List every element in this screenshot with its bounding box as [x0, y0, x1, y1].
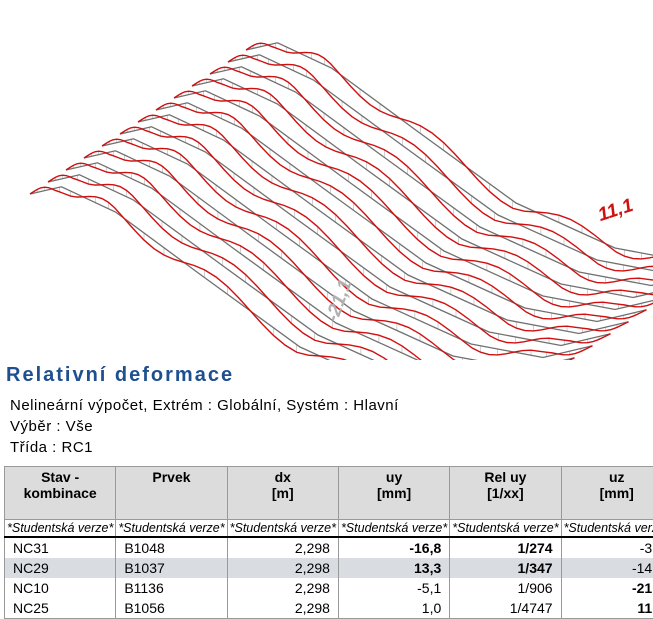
table-header-cell: Rel uy[1/xx]	[450, 467, 561, 520]
table-cell: -14,1	[561, 558, 653, 578]
table-header-cell: uy[mm]	[338, 467, 449, 520]
meta-line: Nelineární výpočet, Extrém : Globální, S…	[10, 395, 645, 416]
table-cell: NC10	[5, 578, 116, 598]
table-cell: B1136	[116, 578, 227, 598]
table-cell: 11,1	[561, 598, 653, 619]
deformation-diagram: 11,1-21,1	[0, 0, 653, 360]
watermark-cell: *Studentská verze*	[450, 520, 561, 538]
table-cell: 1/906	[450, 578, 561, 598]
table-row: NC10B11362,298-5,11/906-21,11/218	[5, 578, 653, 598]
table-row: NC31B10482,298-16,81/274-3,71/1244	[5, 537, 653, 558]
table-cell: 2,298	[227, 558, 338, 578]
table-cell: B1056	[116, 598, 227, 619]
table-cell: NC29	[5, 558, 116, 578]
table-row: NC29B10372,29813,31/347-14,11/326	[5, 558, 653, 578]
watermark-row: *Studentská verze**Studentská verze**Stu…	[5, 520, 653, 538]
table-cell: B1048	[116, 537, 227, 558]
table-cell: 2,298	[227, 598, 338, 619]
table-row: NC25B10562,2981,01/474711,11/415	[5, 598, 653, 619]
table-cell: -3,7	[561, 537, 653, 558]
watermark-cell: *Studentská verze*	[561, 520, 653, 538]
table-header-cell: Prvek	[116, 467, 227, 520]
table-header-cell: Stav - kombinace	[5, 467, 116, 520]
table-header-cell: dx[m]	[227, 467, 338, 520]
table-cell: 1,0	[338, 598, 449, 619]
section-heading: Relativní deformace	[0, 360, 653, 393]
results-table: Stav - kombinace Prvek dx[m]uy[mm]Rel uy…	[4, 466, 653, 619]
table-header-cell: uz[mm]	[561, 467, 653, 520]
table-cell: 1/347	[450, 558, 561, 578]
table-cell: NC31	[5, 537, 116, 558]
watermark-cell: *Studentská verze*	[5, 520, 116, 538]
table-cell: -5,1	[338, 578, 449, 598]
table-cell: 1/4747	[450, 598, 561, 619]
watermark-cell: *Studentská verze*	[116, 520, 227, 538]
watermark-cell: *Studentská verze*	[338, 520, 449, 538]
meta-line: Třída : RC1	[10, 437, 645, 458]
table-cell: -21,1	[561, 578, 653, 598]
table-cell: B1037	[116, 558, 227, 578]
table-cell: 13,3	[338, 558, 449, 578]
watermark-cell: *Studentská verze*	[227, 520, 338, 538]
meta-block: Nelineární výpočet, Extrém : Globální, S…	[0, 393, 653, 466]
table-cell: -16,8	[338, 537, 449, 558]
meta-line: Výběr : Vše	[10, 416, 645, 437]
table-cell: 2,298	[227, 578, 338, 598]
table-header-row: Stav - kombinace Prvek dx[m]uy[mm]Rel uy…	[5, 467, 653, 520]
table-cell: 1/274	[450, 537, 561, 558]
table-cell: 2,298	[227, 537, 338, 558]
table-cell: NC25	[5, 598, 116, 619]
